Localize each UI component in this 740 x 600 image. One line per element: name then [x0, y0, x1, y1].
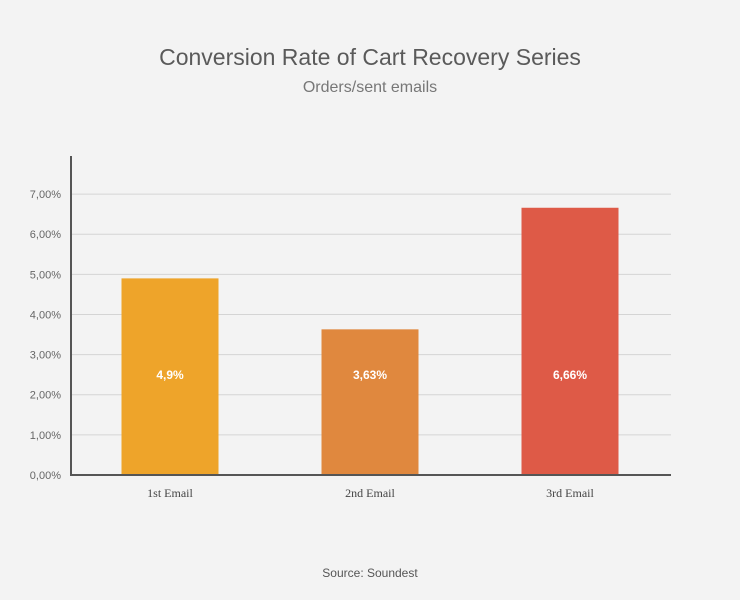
x-tick-label: 1st Email — [147, 486, 193, 500]
data-label: 4,9% — [156, 368, 184, 382]
y-tick-label: 3,00% — [30, 350, 61, 362]
y-tick-label: 5,00% — [30, 269, 61, 281]
y-tick-label: 0,00% — [30, 470, 61, 482]
x-tick-label: 3rd Email — [546, 486, 594, 500]
chart-title: Conversion Rate of Cart Recovery Series — [159, 44, 581, 70]
y-tick-label: 6,00% — [30, 229, 61, 241]
y-tick-label: 1,00% — [30, 430, 61, 442]
bar — [121, 278, 219, 475]
y-tick-labels: 0,00% 1,00% 2,00% 3,00% 4,00% 5,00% 6,00% 7,00% — [30, 189, 61, 482]
chart-subtitle: Orders/sent emails — [302, 79, 438, 96]
x-tick-label: 2nd Email — [345, 486, 395, 500]
bar — [521, 207, 619, 475]
chart-source: Source: Soundest — [322, 566, 418, 580]
data-labels: 4,9% 3,63% 6,66% — [156, 368, 587, 382]
y-tick-label: 2,00% — [30, 390, 61, 402]
y-tick-label: 4,00% — [30, 309, 61, 321]
y-tick-label: 7,00% — [30, 189, 61, 201]
axes — [70, 156, 671, 476]
data-label: 6,66% — [553, 368, 587, 382]
x-tick-labels: 1st Email 2nd Email 3rd Email — [147, 486, 594, 500]
data-label: 3,63% — [353, 368, 387, 382]
bar — [321, 329, 419, 475]
bars — [121, 207, 619, 475]
